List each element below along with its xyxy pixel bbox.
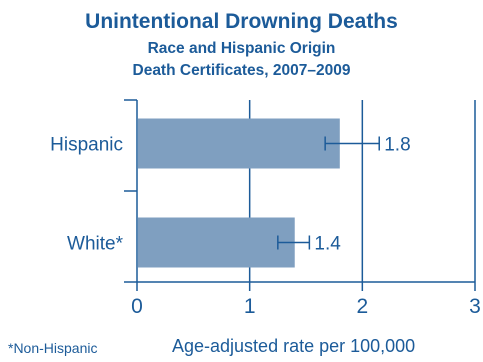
x-tick-label: 1 [244, 295, 256, 318]
data-label: 1.4 [314, 234, 341, 255]
x-axis-label: Age-adjusted rate per 100,000 [172, 336, 416, 356]
chart-subtitle-1: Race and Hispanic Origin [147, 40, 336, 57]
category-label: White* [67, 234, 124, 255]
chart-subtitle-2: Death Certificates, 2007–2009 [132, 62, 351, 79]
bar [138, 118, 340, 169]
bar [138, 217, 295, 268]
x-tick-label: 3 [469, 295, 481, 318]
x-tick-label: 2 [356, 295, 368, 318]
data-label: 1.8 [384, 135, 410, 156]
x-tick-label: 0 [131, 295, 143, 318]
chart-title: Unintentional Drowning Deaths [85, 10, 398, 33]
category-label: Hispanic [50, 135, 123, 156]
footnote: *Non-Hispanic [8, 340, 98, 356]
